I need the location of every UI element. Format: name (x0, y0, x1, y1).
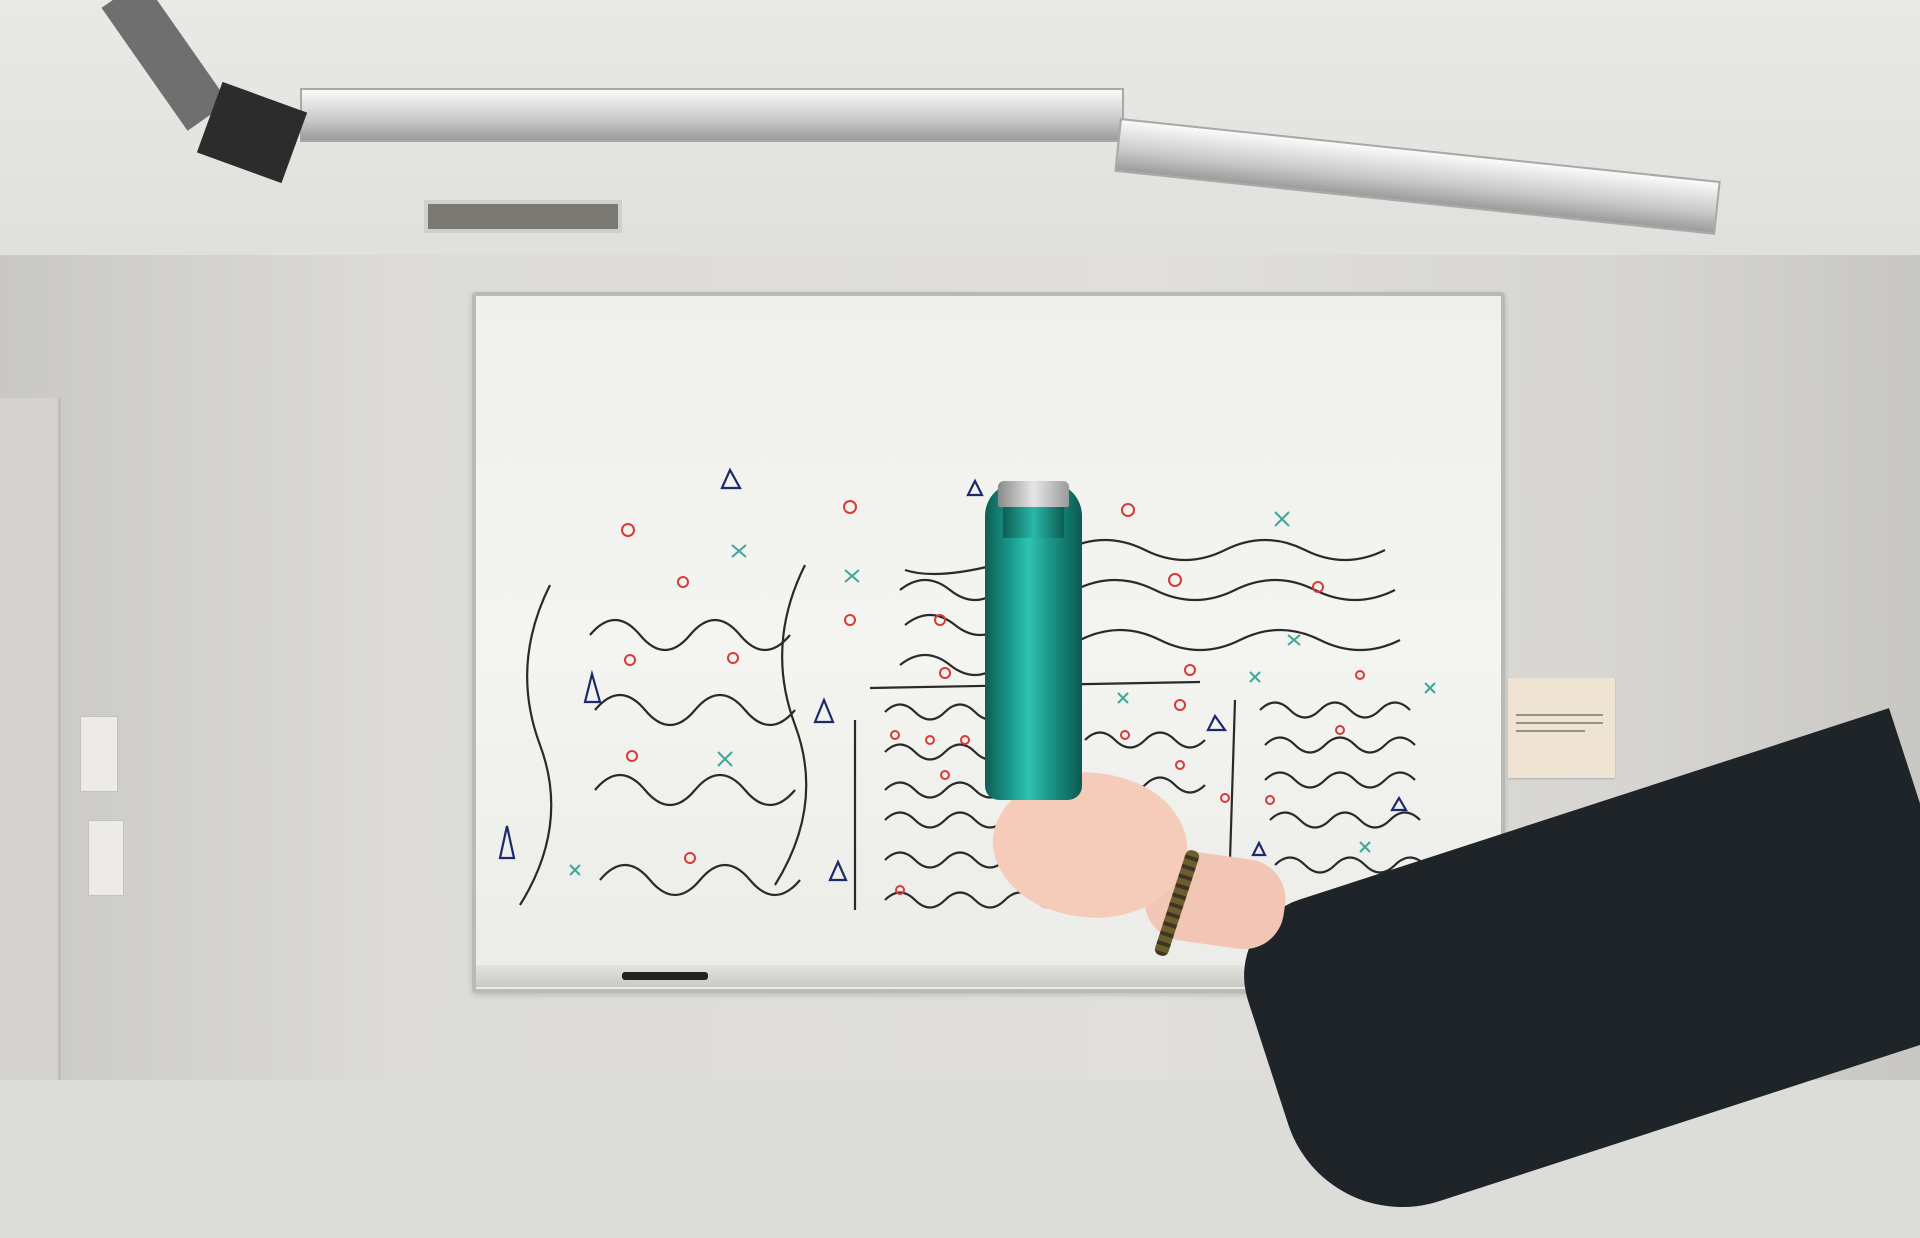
light-switch-lower (88, 820, 124, 896)
wavy-lines (519, 538, 1426, 910)
ceiling (0, 0, 1920, 300)
ceiling-light-fixture (300, 88, 1124, 142)
light-switch (80, 716, 118, 792)
bottle-cap (998, 481, 1069, 507)
ceiling-vent (424, 200, 622, 233)
sticky-note (1508, 678, 1615, 778)
marker (622, 972, 708, 980)
teal-crosses (569, 511, 1436, 876)
navy-triangles (498, 467, 1408, 882)
door (0, 398, 61, 1080)
whiteboard-tray (476, 965, 1496, 987)
red-circles (621, 500, 1365, 895)
